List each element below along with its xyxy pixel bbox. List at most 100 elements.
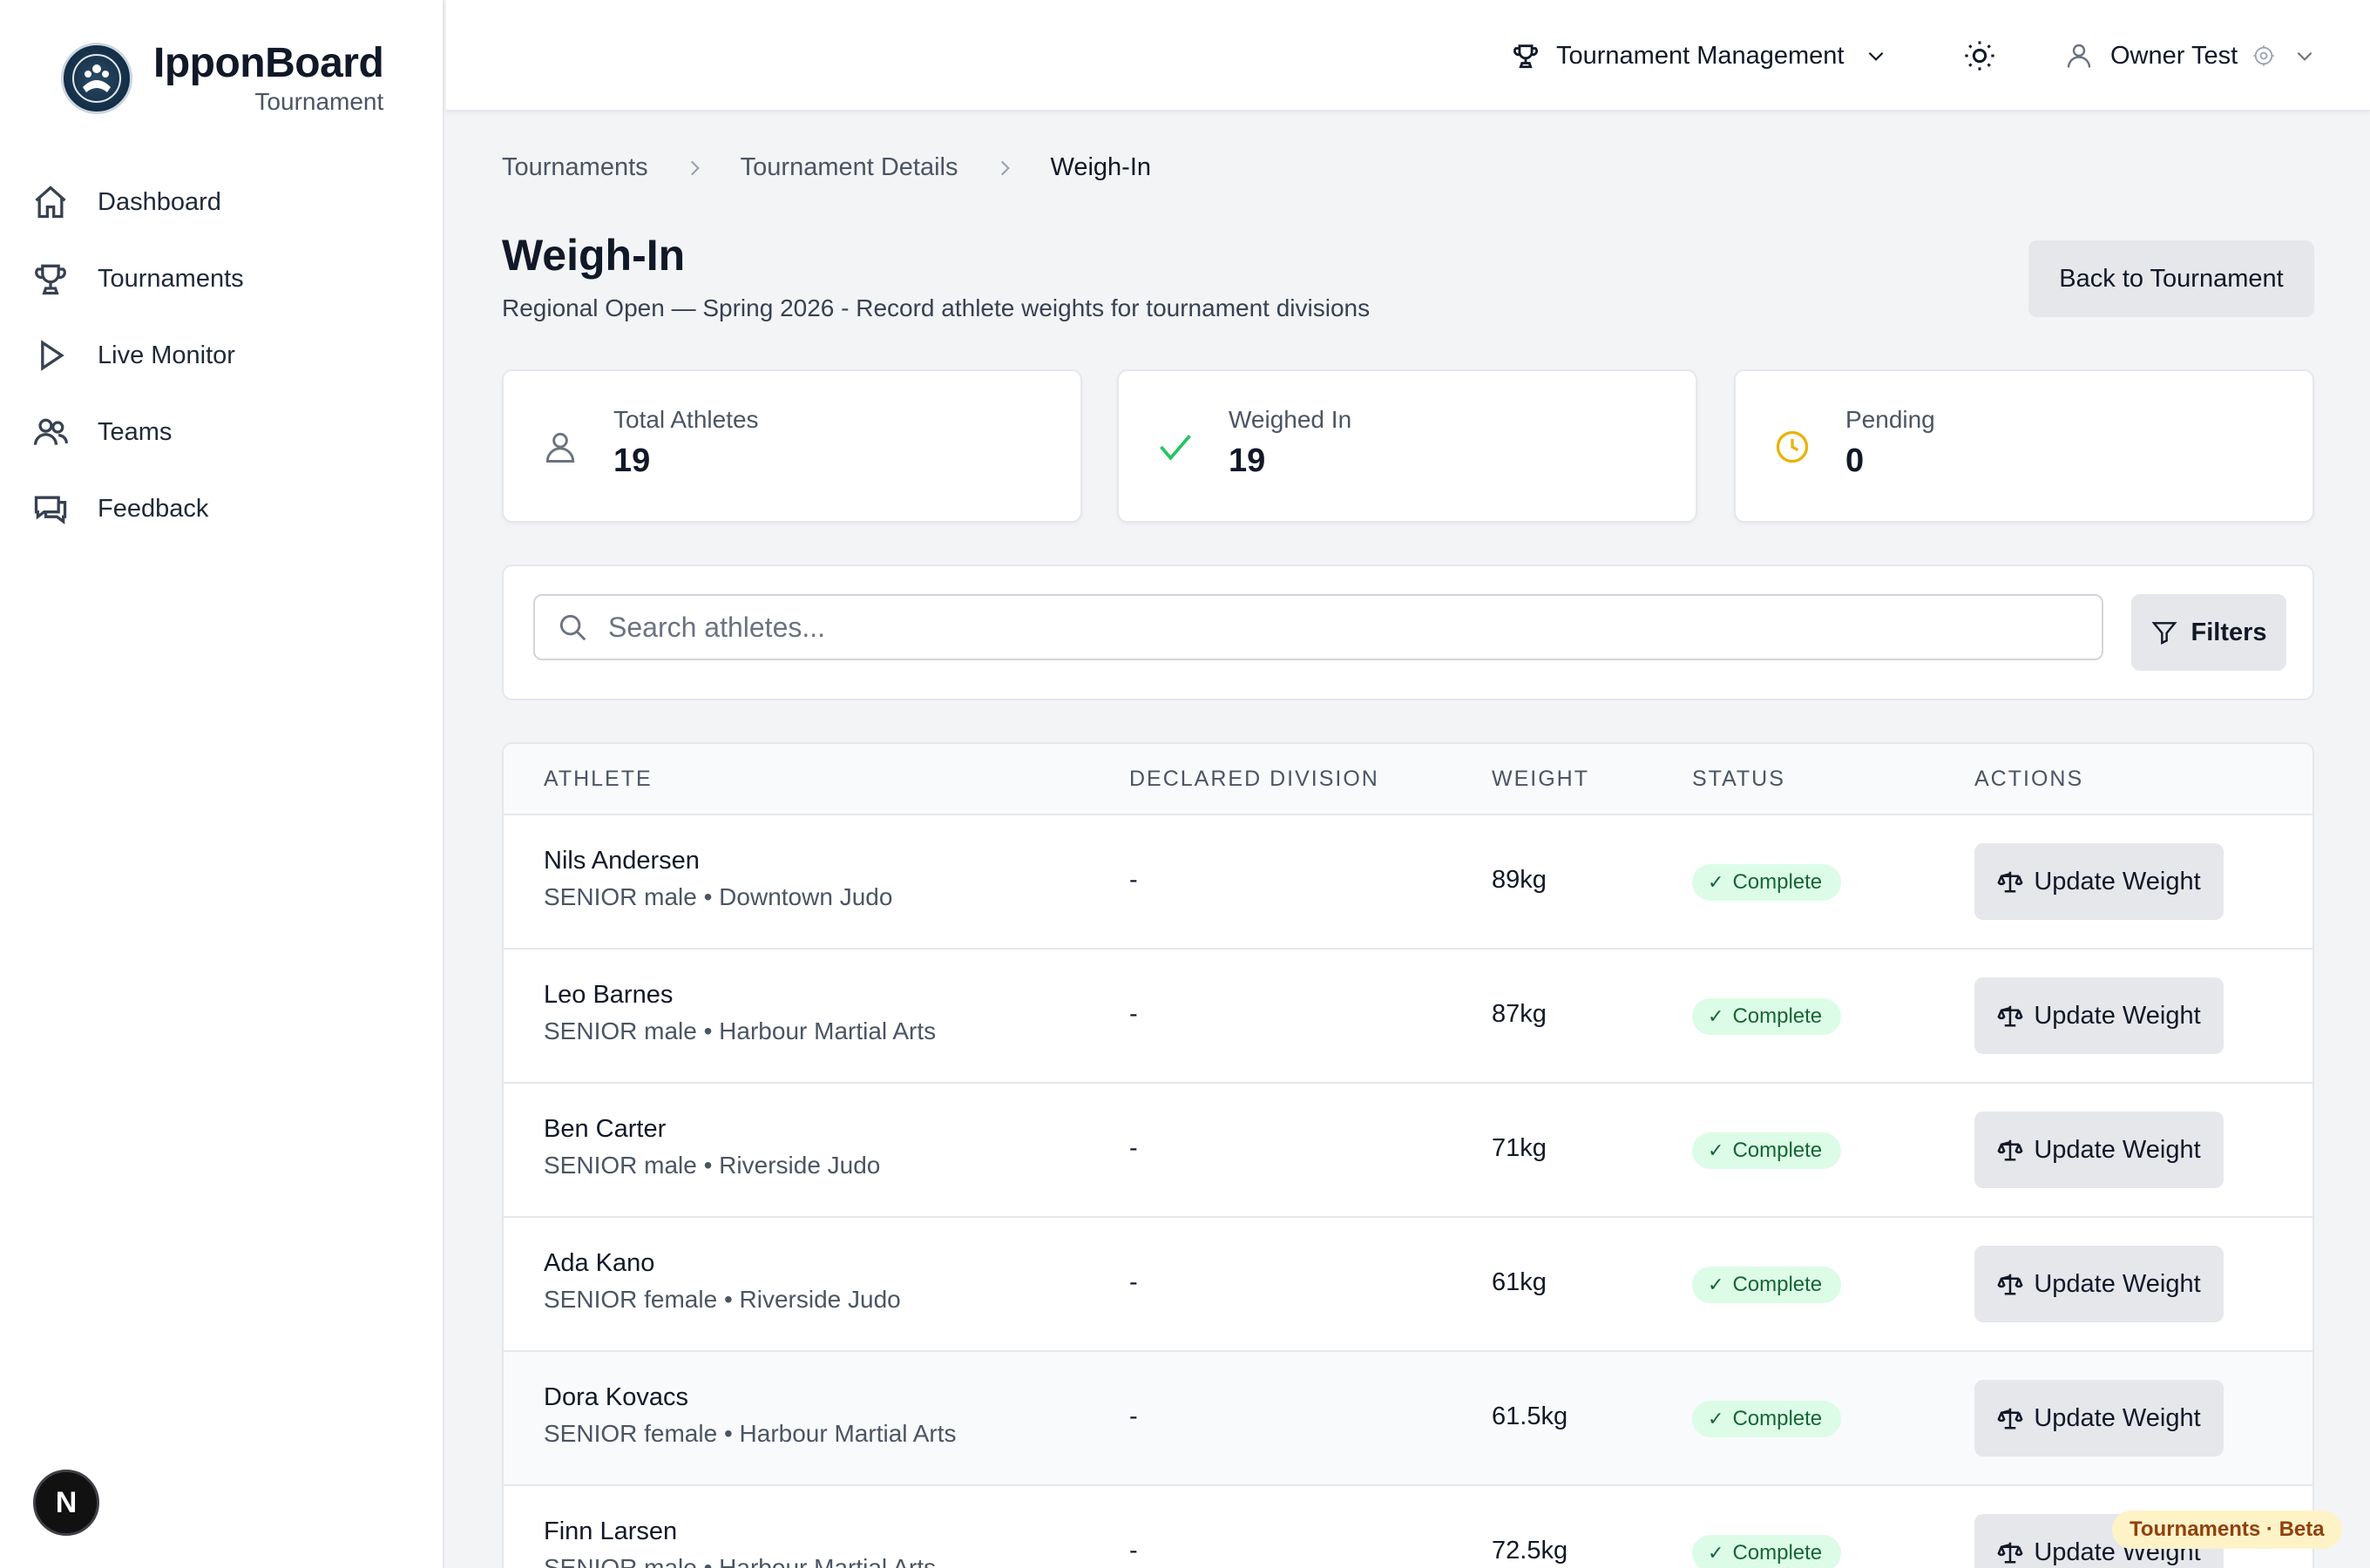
user-icon [2063, 40, 2095, 71]
column-header-division[interactable]: DECLARED DIVISION [1129, 767, 1379, 791]
sidebar-item-label: Tournaments [98, 264, 244, 293]
status-label: Complete [1732, 1407, 1823, 1430]
chevron-right-icon [683, 157, 706, 179]
sun-icon [1962, 38, 1997, 73]
athlete-meta: SENIOR female • Harbour Martial Arts [544, 1420, 957, 1447]
column-header-status[interactable]: STATUS [1692, 767, 1785, 791]
athlete-name: Leo Barnes [544, 981, 674, 1009]
athlete-name: Finn Larsen [544, 1517, 678, 1545]
sidebar-item-teams[interactable]: Teams [28, 394, 416, 470]
table-row: Finn Larsen SENIOR male • Harbour Martia… [504, 1486, 2312, 1568]
athlete-meta: SENIOR male • Riverside Judo [544, 1152, 881, 1179]
brand-name: IpponBoard [153, 40, 384, 86]
stats-row: Total Athletes 19 Weighed In 19 Pending … [502, 369, 2314, 523]
sidebar-item-label: Live Monitor [98, 341, 235, 369]
logo [61, 43, 132, 114]
filters-label: Filters [2191, 618, 2267, 646]
update-weight-button[interactable]: Update Weight [1974, 1112, 2224, 1188]
check-icon [1154, 425, 1197, 469]
sidebar-item-live-monitor[interactable]: Live Monitor [28, 317, 416, 394]
menu-label: Tournament Management [1556, 41, 1845, 70]
check-icon: ✓ [1708, 871, 1724, 893]
search-box[interactable] [533, 594, 2103, 660]
user-name: Owner Test [2110, 41, 2238, 70]
back-to-tournament-button[interactable]: Back to Tournament [2028, 240, 2314, 317]
dev-tools-badge[interactable]: N [33, 1470, 99, 1536]
chevron-down-icon [2293, 44, 2316, 67]
search-input[interactable] [608, 611, 2089, 644]
table-row: Ada Kano SENIOR female • Riverside Judo … [504, 1218, 2312, 1352]
check-icon: ✓ [1708, 1005, 1724, 1027]
athlete-meta: SENIOR male • Harbour Martial Arts [544, 1017, 937, 1044]
status-badge: ✓ Complete [1692, 998, 1842, 1035]
stat-label: Pending [1845, 406, 1935, 433]
status-badge: ✓ Complete [1692, 1401, 1842, 1437]
stat-value: 19 [613, 443, 651, 479]
check-icon: ✓ [1708, 1139, 1724, 1161]
breadcrumb-tournament-details[interactable]: Tournament Details [740, 153, 958, 181]
declared-division: - [1129, 1134, 1138, 1162]
declared-division: - [1129, 866, 1138, 894]
clock-icon [1771, 425, 1814, 469]
sidebar-item-feedback[interactable]: Feedback [28, 470, 416, 547]
declared-division: - [1129, 1402, 1138, 1430]
status-badge: ✓ Complete [1692, 1132, 1842, 1169]
athlete-weight: 61.5kg [1492, 1402, 1568, 1430]
scale-icon [1997, 1408, 2023, 1429]
brand-subtitle: Tournament [254, 88, 384, 115]
table-row: Nils Andersen SENIOR male • Downtown Jud… [504, 815, 2312, 950]
theme-toggle-button[interactable] [1959, 35, 2001, 77]
update-weight-button[interactable]: Update Weight [1974, 843, 2224, 920]
trophy-icon [1511, 41, 1540, 71]
top-header: Tournament Management Owner Test [446, 0, 2370, 112]
chat-icon [30, 488, 71, 530]
status-label: Complete [1732, 1541, 1823, 1565]
check-icon: ✓ [1708, 1408, 1724, 1429]
filters-button[interactable]: Filters [2131, 594, 2286, 671]
status-badge: ✓ Complete [1692, 1535, 1842, 1568]
scale-icon [1997, 871, 2023, 893]
gear-icon [2252, 44, 2276, 68]
update-weight-label: Update Weight [2034, 1403, 2201, 1432]
beta-badge: Tournaments · Beta [2112, 1511, 2342, 1549]
sidebar-nav: Dashboard Tournaments Live Monitor Teams [28, 164, 416, 547]
update-weight-button[interactable]: Update Weight [1974, 977, 2224, 1054]
column-header-weight[interactable]: WEIGHT [1492, 767, 1589, 791]
update-weight-button[interactable]: Update Weight [1974, 1246, 2224, 1322]
scale-icon [1997, 1005, 2023, 1027]
search-icon [556, 610, 591, 645]
tournament-management-menu[interactable]: Tournament Management [1511, 33, 1887, 78]
scale-icon [1997, 1139, 2023, 1161]
user-menu[interactable]: Owner Test [2063, 33, 2316, 78]
sidebar-item-tournaments[interactable]: Tournaments [28, 240, 416, 317]
sidebar-item-dashboard[interactable]: Dashboard [28, 164, 416, 240]
status-label: Complete [1732, 1139, 1823, 1162]
column-header-athlete[interactable]: ATHLETE [544, 767, 653, 791]
update-weight-button[interactable]: Update Weight [1974, 1380, 2224, 1456]
breadcrumb-tournaments[interactable]: Tournaments [502, 153, 648, 181]
column-header-actions: ACTIONS [1974, 767, 2084, 791]
athlete-weight: 71kg [1492, 1134, 1547, 1162]
scale-icon [1997, 1542, 2023, 1564]
filter-icon [2150, 618, 2178, 646]
update-weight-label: Update Weight [2034, 867, 2201, 896]
brand[interactable]: IpponBoard Tournament [61, 40, 384, 117]
status-label: Complete [1732, 1004, 1823, 1028]
athlete-meta: SENIOR male • Downtown Judo [544, 883, 893, 910]
status-badge: ✓ Complete [1692, 1267, 1842, 1303]
athlete-weight: 61kg [1492, 1268, 1547, 1296]
athlete-weight: 72.5kg [1492, 1537, 1568, 1565]
users-icon [30, 411, 71, 453]
stat-card-weighed-in: Weighed In 19 [1117, 369, 1697, 523]
athlete-weight: 87kg [1492, 1000, 1547, 1028]
table-row: Ben Carter SENIOR male • Riverside Judo … [504, 1084, 2312, 1218]
status-label: Complete [1732, 870, 1823, 894]
play-icon [30, 335, 71, 376]
stat-card-pending: Pending 0 [1734, 369, 2314, 523]
page-subtitle: Regional Open — Spring 2026 - Record ath… [502, 294, 1371, 321]
check-icon: ✓ [1708, 1542, 1724, 1564]
trophy-icon [30, 258, 71, 300]
athlete-name: Dora Kovacs [544, 1383, 689, 1411]
chevron-right-icon [993, 157, 1016, 179]
